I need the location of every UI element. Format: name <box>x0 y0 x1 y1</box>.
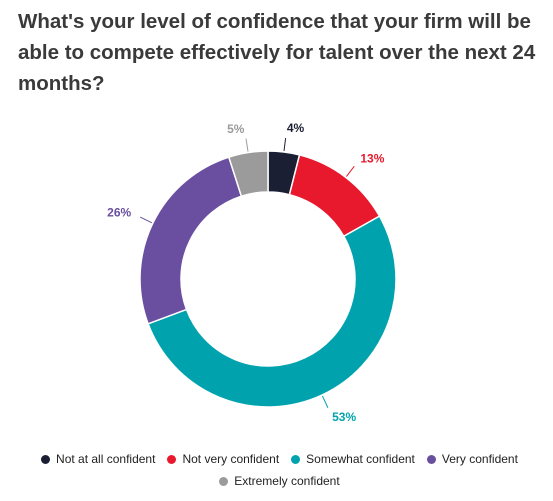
legend-swatch-very-confident <box>426 454 436 464</box>
legend-label: Somewhat confident <box>306 452 415 466</box>
leader-line-not-very-confident <box>346 165 355 177</box>
leader-line-extremely-confident <box>245 138 249 152</box>
legend-label: Very confident <box>441 452 518 466</box>
legend-swatch-not-very-confident <box>167 454 177 464</box>
chart-title: What's your level of confidence that you… <box>18 10 536 95</box>
data-label-not-at-all-confident: 4% <box>287 121 305 135</box>
slice-somewhat-confident[interactable] <box>147 215 397 408</box>
legend: Not at all confident Not very confident … <box>0 452 553 496</box>
legend-swatch-not-at-all-confident <box>41 454 51 464</box>
leader-line-very-confident <box>139 216 153 224</box>
legend-row-1: Not at all confident Not very confident … <box>0 452 553 466</box>
legend-row-2: Extremely confident <box>0 474 553 488</box>
leader-line-somewhat-confident <box>321 395 329 408</box>
legend-swatch-somewhat-confident <box>291 454 301 464</box>
data-label-very-confident: 26% <box>107 206 131 220</box>
legend-swatch-extremely-confident <box>219 476 229 486</box>
leader-line-not-at-all-confident <box>283 138 287 152</box>
legend-item-not-very-confident[interactable]: Not very confident <box>167 452 279 466</box>
legend-label: Not at all confident <box>56 452 156 466</box>
data-label-not-very-confident: 13% <box>360 151 384 165</box>
legend-item-very-confident[interactable]: Very confident <box>426 452 518 466</box>
data-label-extremely-confident: 5% <box>227 122 245 136</box>
legend-label: Extremely confident <box>234 474 340 488</box>
legend-item-extremely-confident[interactable]: Extremely confident <box>219 474 340 488</box>
legend-item-not-at-all-confident[interactable]: Not at all confident <box>41 452 155 466</box>
legend-label: Not very confident <box>182 452 280 466</box>
slice-very-confident[interactable] <box>139 156 243 325</box>
legend-item-somewhat-confident[interactable]: Somewhat confident <box>291 452 415 466</box>
slice-extremely-confident[interactable] <box>227 150 269 198</box>
donut-chart: 4% 13% 53% 26% 5% <box>107 121 397 424</box>
data-label-somewhat-confident: 53% <box>332 410 356 424</box>
